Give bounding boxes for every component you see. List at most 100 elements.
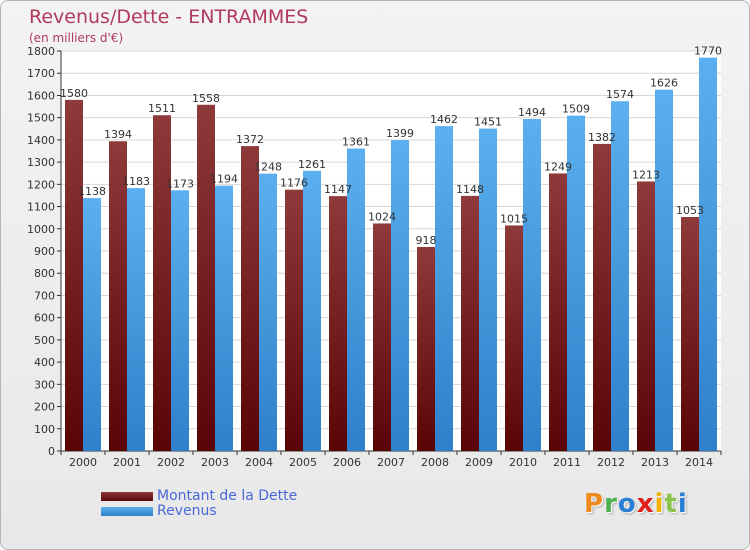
bars xyxy=(65,57,717,452)
data-label-revenus: 1509 xyxy=(562,103,590,116)
bar-revenus xyxy=(171,190,189,452)
y-tick-label: 0 xyxy=(48,445,55,458)
data-label-dette: 1249 xyxy=(544,160,572,173)
data-label-dette: 1372 xyxy=(236,133,264,146)
chart-subtitle: (en milliers d'€) xyxy=(29,31,124,45)
y-tick-label: 1000 xyxy=(27,223,55,236)
data-label-revenus: 1248 xyxy=(254,161,282,174)
bar-revenus xyxy=(215,185,233,451)
x-tick-label: 2002 xyxy=(157,456,185,469)
legend-label-revenus: Revenus xyxy=(157,503,217,519)
bar-revenus xyxy=(479,128,497,452)
bar-dette xyxy=(65,99,83,451)
data-label-revenus: 1183 xyxy=(122,175,150,188)
y-tick-label: 1300 xyxy=(27,156,55,169)
bar-revenus xyxy=(435,126,453,451)
y-tick-label: 400 xyxy=(34,356,55,369)
bar-dette xyxy=(417,247,435,451)
logo-letter: t xyxy=(664,489,678,519)
bar-dette xyxy=(329,196,347,451)
bar-revenus xyxy=(611,101,629,451)
bar-dette xyxy=(505,225,523,451)
y-tick-label: 1500 xyxy=(27,112,55,125)
x-tick-label: 2010 xyxy=(509,456,537,469)
x-tick-label: 2006 xyxy=(333,456,361,469)
data-label-revenus: 1173 xyxy=(166,177,194,190)
legend-swatch-revenus xyxy=(101,507,153,516)
bar-dette xyxy=(637,181,655,451)
x-tick-label: 2013 xyxy=(641,456,669,469)
logo-letter: x xyxy=(636,489,655,519)
data-label-revenus: 1462 xyxy=(430,113,458,126)
bar-dette xyxy=(549,173,567,451)
data-label-dette: 1511 xyxy=(148,102,176,115)
y-tick-label: 100 xyxy=(34,423,55,436)
proxiti-logo: Proxiti xyxy=(584,489,688,519)
bar-revenus xyxy=(303,170,321,451)
x-tick-label: 2011 xyxy=(553,456,581,469)
chart-title: Revenus/Dette - ENTRAMMES xyxy=(29,6,309,28)
y-tick-label: 700 xyxy=(34,289,55,302)
y-tick-label: 800 xyxy=(34,267,55,280)
data-label-dette: 1382 xyxy=(588,131,616,144)
x-tick-label: 2008 xyxy=(421,456,449,469)
bar-dette xyxy=(461,195,479,451)
bar-dette xyxy=(593,143,611,451)
y-tick-label: 1600 xyxy=(27,89,55,102)
logo-letter: P xyxy=(584,489,605,519)
data-label-dette: 1015 xyxy=(500,212,528,225)
bar-dette xyxy=(109,141,127,451)
bar-revenus xyxy=(655,89,673,452)
y-tick-label: 1700 xyxy=(27,67,55,80)
data-label-dette: 1394 xyxy=(104,128,132,141)
bar-revenus xyxy=(259,173,277,451)
y-tick-label: 1200 xyxy=(27,178,55,191)
data-label-revenus: 1770 xyxy=(694,45,722,58)
data-label-dette: 1147 xyxy=(324,183,352,196)
bar-revenus xyxy=(567,115,585,452)
bar-revenus xyxy=(127,188,145,451)
bar-dette xyxy=(241,146,259,451)
bar-dette xyxy=(285,189,303,451)
x-tick-label: 2014 xyxy=(685,456,713,469)
x-tick-label: 2001 xyxy=(113,456,141,469)
x-tick-label: 2005 xyxy=(289,456,317,469)
bar-revenus xyxy=(699,57,717,452)
data-label-revenus: 1361 xyxy=(342,136,370,149)
logo-letter: i xyxy=(677,489,688,519)
y-tick-label: 200 xyxy=(34,401,55,414)
bar-dette xyxy=(373,223,391,451)
x-tick-label: 2007 xyxy=(377,456,405,469)
data-label-revenus: 1399 xyxy=(386,127,414,140)
x-tick-label: 2003 xyxy=(201,456,229,469)
data-label-revenus: 1626 xyxy=(650,77,678,90)
y-tick-label: 1400 xyxy=(27,134,55,147)
data-label-dette: 1213 xyxy=(632,168,660,181)
data-label-dette: 1024 xyxy=(368,210,396,223)
bar-revenus xyxy=(83,198,101,451)
y-tick-label: 600 xyxy=(34,312,55,325)
bar-revenus xyxy=(391,140,409,451)
data-label-revenus: 1494 xyxy=(518,106,546,119)
data-labels: 1580 1138 1394 1183 1511 1173 1558 1194 1372 1248… xyxy=(60,45,722,247)
bar-revenus xyxy=(523,119,541,451)
data-label-dette: 1176 xyxy=(280,177,308,190)
bar-dette xyxy=(197,104,215,452)
bar-revenus xyxy=(347,148,365,452)
data-label-revenus: 1194 xyxy=(210,173,238,186)
axes: 0 100 200 300 400 500 600 700 800 900 1000 1100 1200… xyxy=(27,45,722,469)
logo-letter: o xyxy=(617,489,637,519)
data-label-revenus: 1138 xyxy=(78,185,106,198)
legend-label-dette: Montant de la Dette xyxy=(157,488,298,504)
data-label-dette: 1558 xyxy=(192,92,220,105)
x-tick-label: 2009 xyxy=(465,456,493,469)
y-tick-label: 1100 xyxy=(27,201,55,214)
bar-dette xyxy=(681,217,699,451)
y-tick-label: 500 xyxy=(34,334,55,347)
y-tick-label: 1800 xyxy=(27,45,55,58)
y-tick-label: 300 xyxy=(34,378,55,391)
legend-swatch-dette xyxy=(101,492,153,501)
x-tick-label: 2012 xyxy=(597,456,625,469)
